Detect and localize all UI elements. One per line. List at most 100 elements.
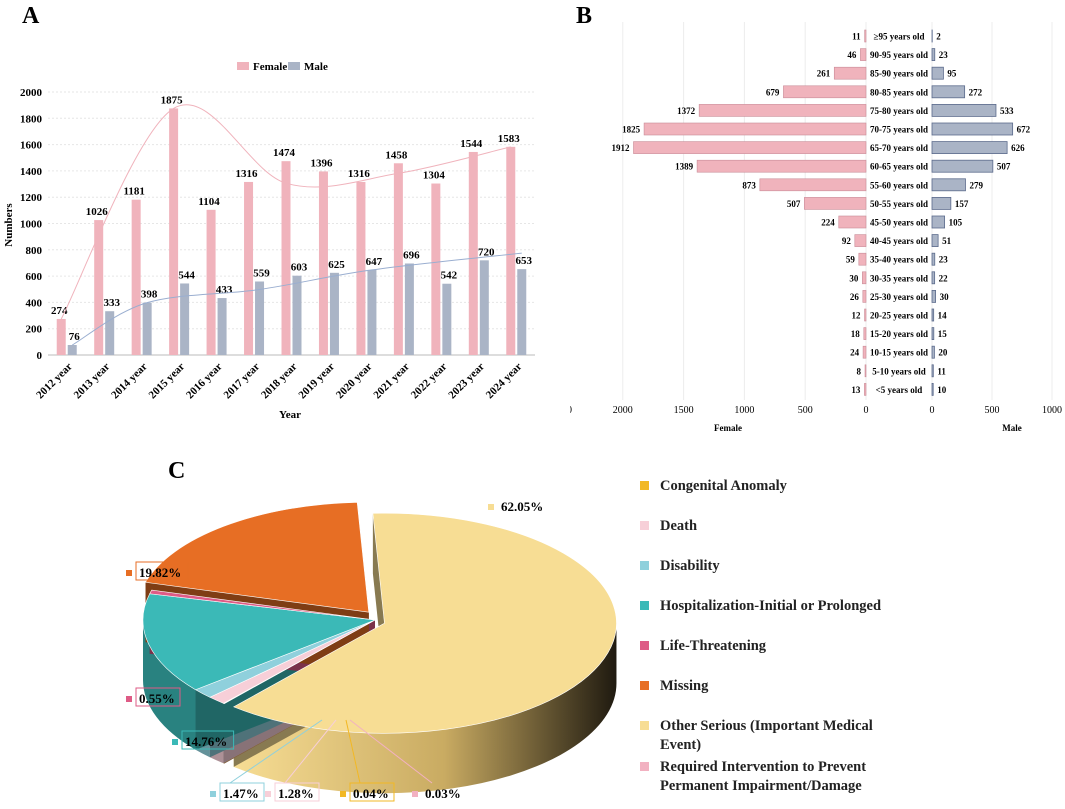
bar-female xyxy=(169,108,179,355)
chart-c-outcome-pie: 0.04% 1.28% 1.47% 14.76% 0.55% 19.82% 62.05% 0.… xyxy=(126,499,617,802)
data-label-female: 1304 xyxy=(423,170,446,182)
data-label-female: 1026 xyxy=(86,206,109,218)
age-group-label: 15-20 years old xyxy=(870,329,928,339)
y-tick-label: 0 xyxy=(37,350,43,362)
bar-male xyxy=(442,283,452,355)
x-tick-female: 2500 xyxy=(570,405,572,416)
y-axis-title: Numbers xyxy=(3,203,15,247)
leader-line xyxy=(349,719,433,784)
bar-male xyxy=(367,269,377,355)
bar-male xyxy=(931,141,1008,155)
data-label-female: 261 xyxy=(817,69,831,79)
trendline-male xyxy=(71,252,522,346)
legend-label: Disability xyxy=(660,558,720,574)
x-tick-label: 2017 year xyxy=(221,361,262,402)
value-label: 0.03% xyxy=(425,786,461,801)
bar-male xyxy=(931,178,966,192)
value-label-swatch xyxy=(172,739,178,745)
bar-male xyxy=(292,275,302,355)
pie-side-wall xyxy=(233,623,617,794)
legend-swatch-male xyxy=(288,62,300,70)
pie-slice-hospitalization-initial-or-prolonged xyxy=(142,593,376,691)
y-tick-label: 1800 xyxy=(20,113,43,125)
x-tick-label: 2023 year xyxy=(446,361,487,402)
value-label-box xyxy=(219,782,265,802)
data-label-male: 398 xyxy=(141,289,158,301)
trendline-female xyxy=(60,104,511,320)
data-label-female: 1181 xyxy=(123,186,144,198)
bar-female xyxy=(468,151,478,355)
value-label: 0.55% xyxy=(139,691,175,706)
legend-item: Death xyxy=(640,517,1060,536)
data-label-female: 1396 xyxy=(310,157,333,169)
y-tick-label: 1600 xyxy=(20,140,43,152)
leader-line xyxy=(284,719,337,784)
y-tick-label: 600 xyxy=(26,271,43,283)
value-label-box xyxy=(181,730,235,750)
bar-male xyxy=(105,311,115,355)
pie-legend: Congenital Anomaly Death Disability Hospita… xyxy=(640,475,1060,796)
data-label-female: 873 xyxy=(742,180,756,190)
bar-female xyxy=(864,364,867,378)
value-label: 14.76% xyxy=(185,734,227,749)
bar-female xyxy=(56,318,66,355)
pie-slice-life-threatening xyxy=(149,589,376,621)
bar-male xyxy=(931,308,935,322)
data-label-male: 672 xyxy=(1017,125,1031,135)
bar-female xyxy=(206,209,216,355)
x-tick-label: 2021 year xyxy=(371,361,412,402)
value-label-box xyxy=(135,561,189,581)
legend-swatch-female xyxy=(237,62,249,70)
age-group-label: 75-80 years old xyxy=(870,106,928,116)
age-group-label: 25-30 years old xyxy=(870,292,928,302)
age-group-label: 90-95 years old xyxy=(870,50,928,60)
data-label-female: 26 xyxy=(850,292,860,302)
legend-label-female: Female xyxy=(253,61,287,73)
value-label-swatch xyxy=(126,696,132,702)
age-group-label: ≥95 years old xyxy=(874,32,925,42)
data-label-female: 1875 xyxy=(161,94,184,106)
bar-female xyxy=(860,48,867,61)
data-label-male: 10 xyxy=(937,385,947,395)
x-tick-female: 1500 xyxy=(674,405,694,416)
data-label-female: 12 xyxy=(852,311,862,321)
legend-swatch xyxy=(640,521,649,530)
bar-female xyxy=(862,290,867,303)
bar-male xyxy=(931,48,936,61)
data-label-male: 76 xyxy=(69,331,81,343)
age-group-label: 55-60 years old xyxy=(870,180,928,190)
data-label-male: 625 xyxy=(328,259,345,271)
data-label-female: 18 xyxy=(851,329,861,339)
bar-male xyxy=(255,281,265,355)
data-label-male: 20 xyxy=(938,348,948,358)
x-axis-title: Year xyxy=(279,409,301,421)
pie-slice-other-serious-important-medical-event- xyxy=(233,512,617,734)
bar-female xyxy=(643,122,867,136)
value-label-swatch xyxy=(488,504,494,510)
value-label: 19.82% xyxy=(139,565,181,580)
value-label: 0.04% xyxy=(353,786,389,801)
legend-label: Other Serious (Important Medical Event) xyxy=(660,718,873,753)
data-label-male: 542 xyxy=(441,270,458,282)
leader-line xyxy=(229,719,323,784)
bar-female xyxy=(759,178,867,192)
bar-male xyxy=(931,252,936,266)
bar-female xyxy=(318,171,328,355)
bar-male xyxy=(931,382,934,396)
y-tick-label: 1000 xyxy=(20,219,43,231)
data-label-female: 59 xyxy=(846,255,856,265)
data-label-male: 15 xyxy=(938,329,948,339)
legend-swatch xyxy=(640,641,649,650)
bar-female xyxy=(833,66,867,80)
x-tick-label: 2012 year xyxy=(34,361,75,402)
data-label-female: 1583 xyxy=(498,133,521,145)
data-label-male: 507 xyxy=(997,162,1011,172)
bar-male xyxy=(217,298,227,355)
bar-male xyxy=(479,260,489,355)
bar-male xyxy=(931,196,952,210)
y-tick-label: 1400 xyxy=(20,166,43,178)
legend-item: Congenital Anomaly xyxy=(640,477,1060,496)
bar-male xyxy=(142,302,152,355)
data-label-male: 23 xyxy=(939,50,949,60)
legend-swatch xyxy=(640,601,649,610)
